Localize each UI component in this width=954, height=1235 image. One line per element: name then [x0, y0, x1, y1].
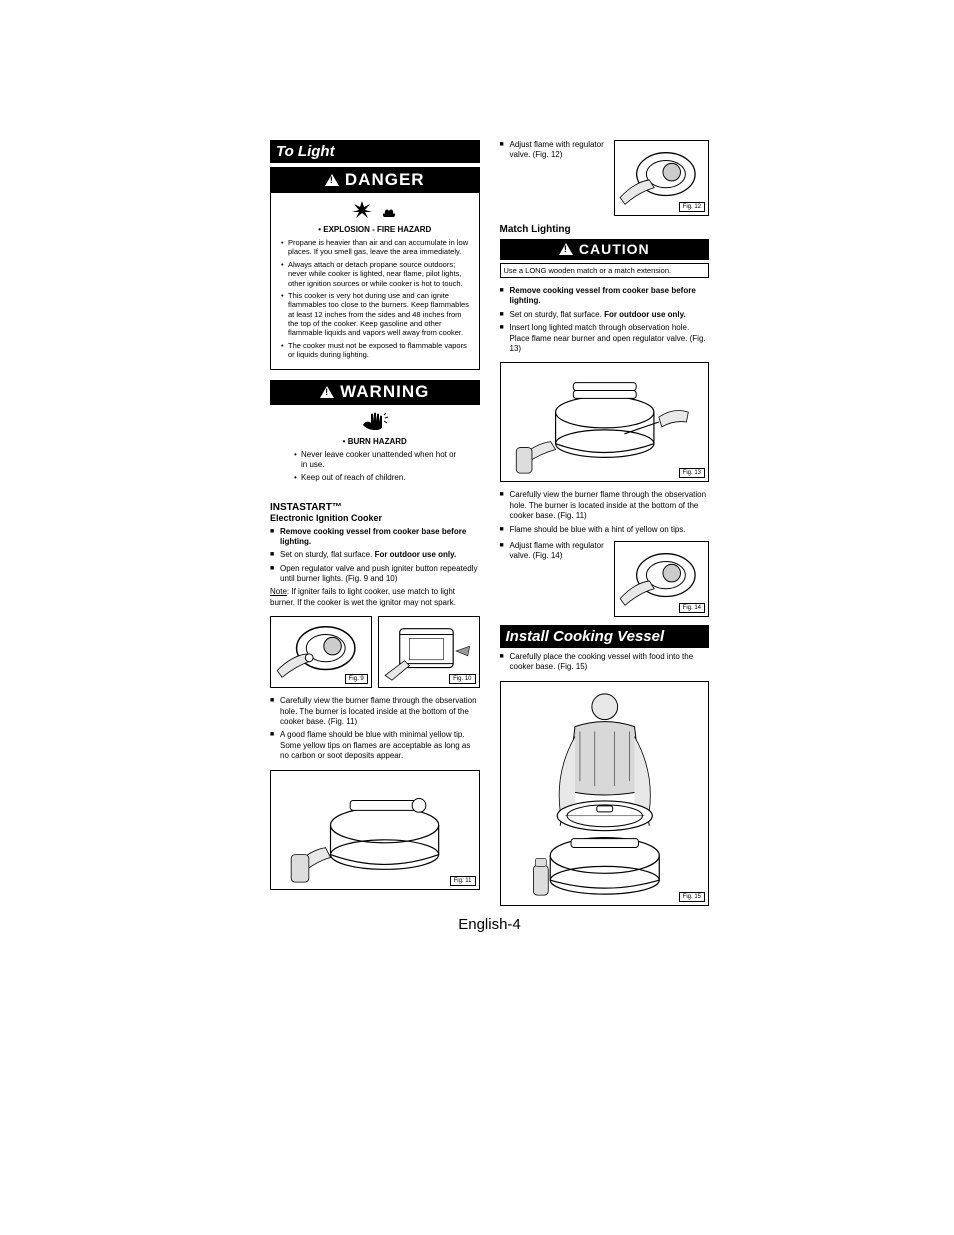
list-item: Adjust flame with regulator valve. (Fig.… [500, 140, 607, 161]
list-item: Flame should be blue with a hint of yell… [500, 525, 710, 535]
danger-box: DANGER • EXPLOSION - FIRE HAZARD Propane… [270, 167, 480, 370]
danger-bullets: Propane is heavier than air and can accu… [277, 238, 473, 360]
section-to-light: To Light [270, 140, 480, 163]
note-label: Note [270, 587, 287, 596]
warning-body: • BURN HAZARD Never leave cooker unatten… [270, 433, 480, 492]
fig-13-label: Fig. 13 [679, 468, 705, 478]
warning-triangle-icon [320, 386, 334, 398]
warning-triangle-icon [325, 174, 339, 186]
warning-bullets: Never leave cooker unattended when hot o… [290, 450, 460, 483]
list-item: Adjust flame with regulator valve. (Fig.… [500, 541, 607, 562]
figure-13: Fig. 13 [500, 362, 710, 482]
adjust-14-text: Adjust flame with regulator valve. (Fig.… [500, 541, 607, 565]
figure-12: Fig. 12 [614, 140, 709, 216]
fig-12-label: Fig. 12 [679, 202, 705, 212]
caution-banner-text: CAUTION [579, 241, 650, 257]
danger-body: • EXPLOSION - FIRE HAZARD Propane is hea… [271, 221, 479, 369]
list-item: Open regulator valve and push igniter bu… [270, 564, 480, 585]
list-item: Insert long lighted match through observ… [500, 323, 710, 354]
caution-note: Use a LONG wooden match or a match exten… [500, 263, 710, 278]
figure-15: Fig. 15 [500, 681, 710, 906]
fig-10-label: Fig. 10 [449, 674, 475, 684]
fig-15-label: Fig. 15 [679, 892, 705, 902]
danger-bullet: Propane is heavier than air and can accu… [281, 238, 473, 257]
fig-9-label: Fig. 9 [345, 674, 368, 684]
danger-bullet: This cooker is very hot during use and c… [281, 291, 473, 338]
hazard-icons [271, 193, 479, 221]
list-item: Set on sturdy, flat surface. For outdoor… [500, 310, 710, 320]
warning-box: WARNING • BURN HAZARD Never leave cooker… [270, 380, 480, 492]
explosion-icon [350, 199, 374, 219]
instastart-heading: INSTASTART™ [270, 502, 480, 513]
list-item: Carefully view the burner flame through … [270, 696, 480, 727]
instastart-note: Note: If igniter fails to light cooker, … [270, 587, 480, 608]
adjust-flame-14: Adjust flame with regulator valve. (Fig.… [500, 541, 710, 617]
fig-14-label: Fig. 14 [679, 603, 705, 613]
fig-row-9-10: Fig. 9 Fig. 10 [270, 616, 480, 688]
warning-triangle-icon [559, 243, 573, 255]
page-content: To Light DANGER • EXPLOSION - FIRE HAZAR… [270, 140, 709, 906]
danger-bullet: The cooker must not be exposed to flamma… [281, 341, 473, 360]
danger-banner: DANGER [271, 168, 479, 193]
page-footer: English-4 [270, 916, 709, 933]
danger-banner-text: DANGER [345, 170, 425, 190]
burn-hand-icon [361, 411, 389, 431]
warning-banner-text: WARNING [340, 382, 429, 402]
figure-10: Fig. 10 [378, 616, 480, 688]
warning-bullet: Keep out of reach of children. [294, 473, 460, 483]
list-item: Remove cooking vessel from cooker base b… [270, 527, 480, 548]
fire-icon [378, 199, 400, 219]
left-column: To Light DANGER • EXPLOSION - FIRE HAZAR… [270, 140, 480, 906]
list-item: Set on sturdy, flat surface. For outdoor… [270, 550, 480, 560]
explosion-fire-hazard-title: • EXPLOSION - FIRE HAZARD [277, 225, 473, 235]
adjust-flame-12: Adjust flame with regulator valve. (Fig.… [500, 140, 710, 216]
warning-bullet: Never leave cooker unattended when hot o… [294, 450, 460, 470]
list-item: Remove cooking vessel from cooker base b… [500, 286, 710, 307]
figure-11: Fig. 11 [270, 770, 480, 890]
caution-banner: CAUTION [500, 239, 710, 260]
right-column: Adjust flame with regulator valve. (Fig.… [500, 140, 710, 906]
fig-11-label: Fig. 11 [450, 876, 476, 886]
electronic-ignition-heading: Electronic Ignition Cooker [270, 513, 480, 523]
burn-hazard-title: • BURN HAZARD [290, 437, 460, 447]
figure-14: Fig. 14 [614, 541, 709, 617]
warning-banner: WARNING [270, 380, 480, 405]
figure-9: Fig. 9 [270, 616, 372, 688]
install-list: Carefully place the cooking vessel with … [500, 652, 710, 673]
section-install-vessel: Install Cooking Vessel [500, 625, 710, 648]
adjust-12-text: Adjust flame with regulator valve. (Fig.… [500, 140, 607, 164]
after-13-list: Carefully view the burner flame through … [500, 490, 710, 535]
after-fig-list: Carefully view the burner flame through … [270, 696, 480, 761]
match-lighting-heading: Match Lighting [500, 224, 710, 235]
instastart-list: Remove cooking vessel from cooker base b… [270, 527, 480, 585]
list-item: Carefully place the cooking vessel with … [500, 652, 710, 673]
list-item: Carefully view the burner flame through … [500, 490, 710, 521]
match-list: Remove cooking vessel from cooker base b… [500, 286, 710, 354]
list-item: A good flame should be blue with minimal… [270, 730, 480, 761]
burn-icon-row [270, 405, 480, 433]
danger-bullet: Always attach or detach propane source o… [281, 260, 473, 288]
